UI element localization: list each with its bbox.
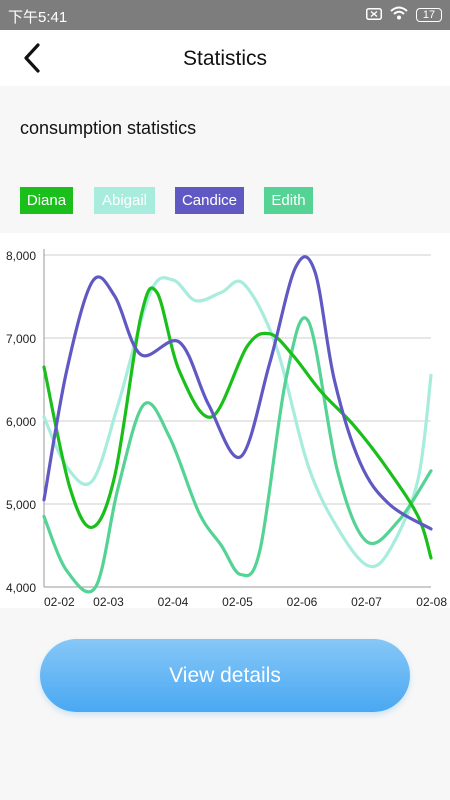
y-tick-label: 8,000	[6, 249, 36, 263]
series-line-abigail	[42, 276, 433, 569]
battery-icon: 17	[416, 8, 442, 22]
status-bar: 下午5:41 17	[0, 0, 450, 30]
x-tick-label: 02-02	[44, 595, 75, 608]
line-chart-svg: 4,000 5,000 6,000 7,000 8,000 02-02 02-03 02-04…	[6, 249, 447, 608]
series-line-candice	[42, 255, 433, 531]
line-chart: 4,000 5,000 6,000 7,000 8,000 02-02 02-03 02-04…	[0, 233, 450, 608]
legend-item-abigail[interactable]: Abigail	[94, 187, 155, 214]
legend-item-edith[interactable]: Edith	[264, 187, 313, 214]
y-tick-label: 6,000	[6, 415, 36, 429]
view-details-button[interactable]: View details	[40, 639, 410, 712]
header: Statistics	[0, 30, 450, 86]
y-tick-label: 5,000	[6, 498, 36, 512]
x-tick-label: 02-07	[351, 595, 382, 608]
x-tick-label: 02-05	[222, 595, 253, 608]
legend-item-candice[interactable]: Candice	[175, 187, 244, 214]
x-tick-label: 02-08	[416, 595, 447, 608]
y-tick-label: 4,000	[6, 581, 36, 595]
chevron-left-icon	[24, 43, 40, 73]
sim-icon	[366, 7, 382, 24]
status-time: 下午5:41	[8, 9, 68, 26]
page-title: Statistics	[182, 47, 268, 70]
series-line-edith	[42, 316, 433, 594]
section-title: consumption statistics	[20, 118, 197, 138]
x-tick-label: 02-04	[158, 595, 189, 608]
status-icons: 17	[366, 6, 442, 24]
x-tick-label: 02-03	[93, 595, 124, 608]
series-line-diana	[42, 286, 433, 560]
chart-legend: Diana Abigail Candice Edith	[0, 187, 450, 214]
wifi-icon	[390, 6, 408, 24]
x-tick-label: 02-06	[287, 595, 318, 608]
back-button[interactable]	[14, 40, 50, 76]
legend-item-diana[interactable]: Diana	[20, 187, 73, 214]
y-tick-label: 7,000	[6, 332, 36, 346]
